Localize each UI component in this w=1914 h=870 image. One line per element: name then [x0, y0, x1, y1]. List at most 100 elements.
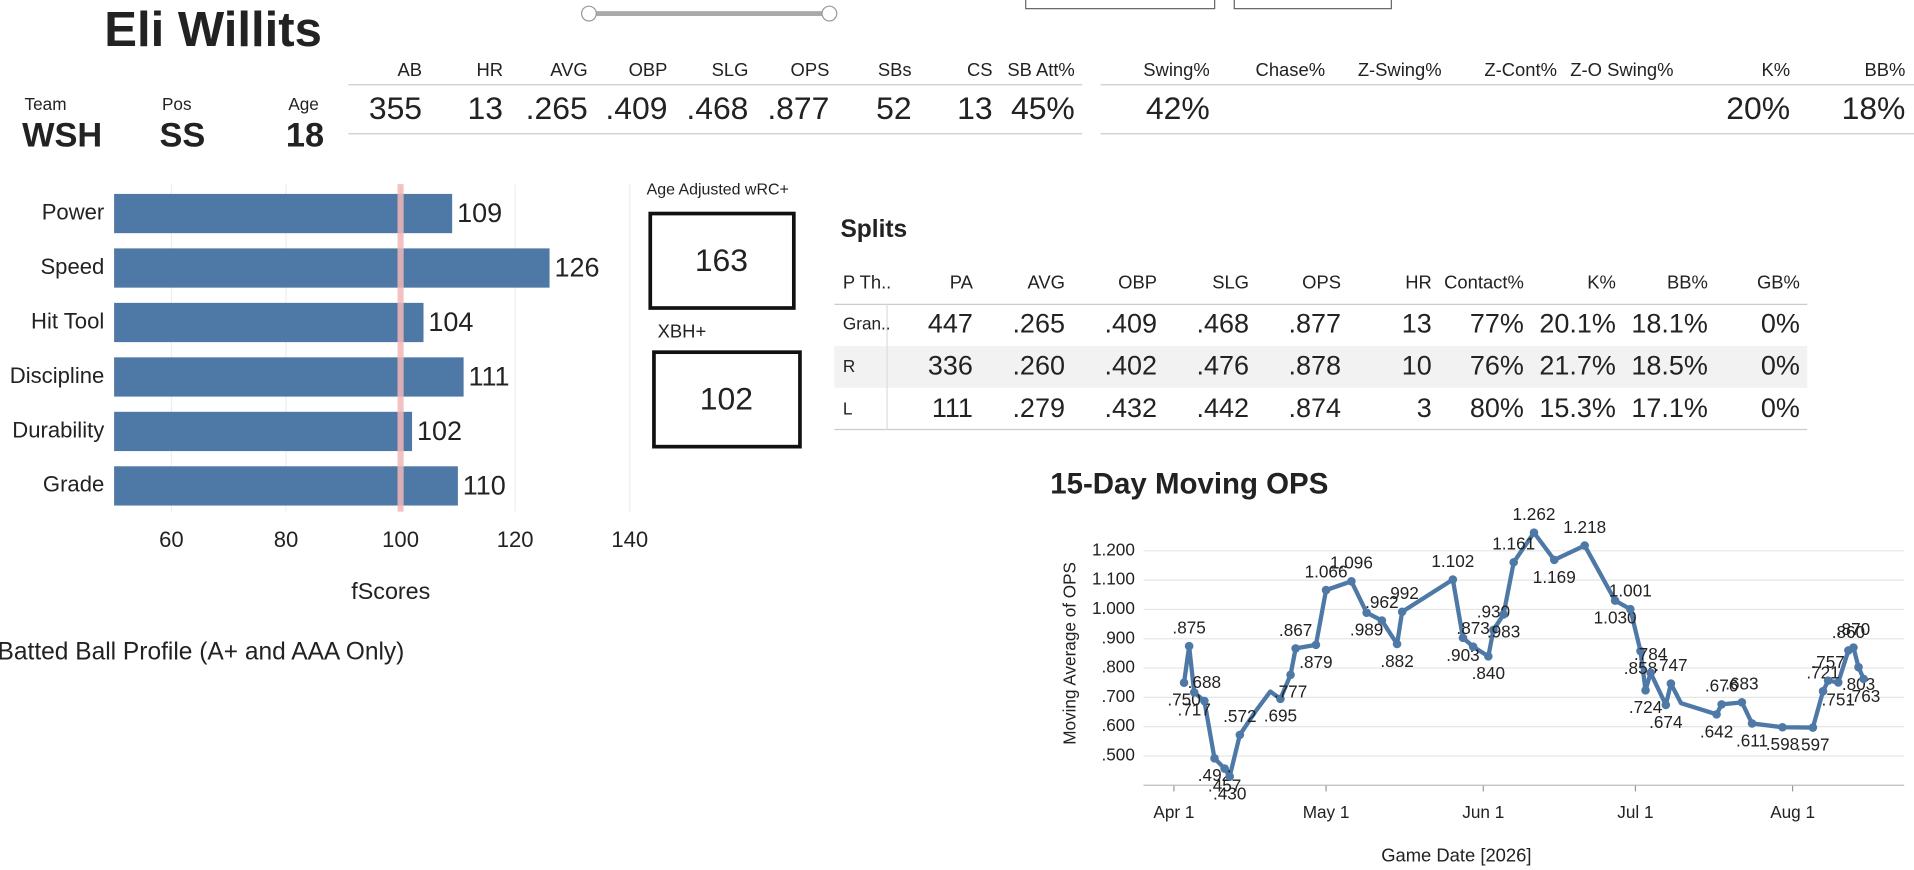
y-tick-label: 1.000	[1092, 598, 1135, 618]
x-tick-label: Aug 1	[1770, 802, 1815, 822]
point-label: .860	[1832, 622, 1865, 642]
point-label: .457	[1208, 776, 1241, 796]
table-header: BB%	[1667, 271, 1708, 292]
x-tick-label: 80	[274, 527, 299, 552]
point	[1397, 607, 1407, 617]
table-cell: 76%	[1470, 351, 1524, 381]
point-label: .683	[1725, 674, 1758, 694]
point	[1499, 610, 1508, 619]
filter-input[interactable]	[1025, 0, 1216, 10]
table-header: PA	[950, 271, 974, 292]
point	[1286, 670, 1295, 680]
stat-value: 355	[369, 90, 422, 126]
stat-header: Z-Cont%	[1484, 59, 1557, 80]
table-header: OBP	[1118, 271, 1157, 292]
table-cell: 18.5%	[1631, 351, 1708, 381]
point	[1225, 772, 1234, 781]
x-tick-label: 120	[497, 527, 534, 552]
point-label: .751	[1822, 689, 1855, 709]
stat-value: 20%	[1726, 90, 1790, 126]
y-tick-label: .600	[1101, 715, 1134, 735]
point-label: .989	[1350, 620, 1383, 640]
point-label: 1.066	[1305, 561, 1348, 581]
table-cell: .476	[1196, 351, 1249, 381]
filter-input[interactable]	[1233, 0, 1392, 10]
point	[1276, 694, 1285, 704]
point	[1468, 642, 1478, 651]
point	[1666, 679, 1676, 688]
point	[1448, 575, 1458, 584]
info-value: WSH	[22, 117, 102, 155]
point-label: .721	[1806, 663, 1839, 683]
bar	[114, 302, 424, 343]
slider-handle[interactable]	[821, 5, 838, 22]
point	[1311, 640, 1321, 650]
point-label: 1.102	[1431, 551, 1474, 571]
point	[1489, 625, 1498, 635]
point-label: .430	[1213, 783, 1246, 803]
point-label: .688	[1188, 672, 1221, 692]
point	[1737, 698, 1747, 707]
box-value: 163	[695, 242, 748, 278]
point-label: 1.262	[1513, 504, 1556, 524]
point-label: 1.030	[1594, 608, 1637, 628]
stat-value: 45%	[1011, 90, 1075, 126]
table-cell: .874	[1288, 393, 1341, 423]
section-title: Batted Ball Profile (A+ and AAA Only)	[0, 638, 404, 665]
stat-header: SLG	[712, 59, 749, 80]
bar	[114, 193, 453, 234]
info-value: SS	[160, 117, 206, 155]
info-label: Team	[25, 94, 67, 114]
player-name: Eli Willits	[104, 3, 322, 57]
point	[1392, 639, 1402, 649]
point	[1189, 688, 1199, 697]
stat-header: Z-Swing%	[1358, 59, 1442, 80]
point	[1661, 700, 1671, 710]
bar-value-label: 102	[417, 416, 462, 446]
x-tick-label: May 1	[1303, 802, 1350, 822]
slider-handle[interactable]	[580, 5, 597, 22]
stat-header: Z-O Swing%	[1570, 59, 1673, 80]
table-cell: .409	[1104, 308, 1157, 338]
table-header: Contact%	[1444, 271, 1524, 292]
point	[1484, 652, 1493, 661]
stat-header: Chase%	[1256, 59, 1326, 80]
table-cell: .442	[1196, 393, 1249, 423]
category-label: Discipline	[10, 363, 104, 388]
x-tick-label: Jun 1	[1462, 802, 1504, 822]
point-label: .882	[1380, 651, 1413, 671]
point	[1636, 646, 1645, 656]
stat-header: OPS	[791, 59, 830, 80]
point	[1509, 557, 1518, 567]
point-label: .674	[1649, 712, 1683, 732]
y-tick-label: .500	[1101, 745, 1134, 765]
bar-value-label: 104	[428, 307, 473, 337]
bar	[114, 466, 458, 506]
point-label: 1.218	[1563, 517, 1606, 537]
table-cell: 77%	[1470, 308, 1524, 338]
bar	[114, 248, 550, 288]
point	[1823, 676, 1833, 685]
table-cell: 0%	[1761, 393, 1800, 423]
table-cell: 0%	[1761, 351, 1800, 381]
point	[1529, 528, 1539, 537]
table-cell: L	[843, 398, 853, 418]
table-cell: .877	[1288, 308, 1341, 338]
point	[1458, 633, 1468, 643]
stat-header: OBP	[629, 59, 668, 80]
table-cell: .265	[1012, 308, 1065, 338]
y-tick-label: 1.100	[1092, 569, 1135, 589]
category-label: Grade	[43, 472, 104, 497]
table-cell: 336	[928, 351, 973, 381]
point	[1833, 678, 1843, 687]
stat-header: AVG	[550, 59, 587, 80]
category-label: Speed	[40, 254, 104, 279]
box-label: Age Adjusted wRC+	[647, 181, 789, 198]
table-cell: .878	[1288, 351, 1341, 381]
table-cell: 15.3%	[1539, 393, 1616, 423]
table-header: SLG	[1212, 271, 1249, 292]
stat-header: CS	[967, 59, 993, 80]
point	[1179, 678, 1189, 687]
point-label: .962	[1365, 592, 1398, 612]
